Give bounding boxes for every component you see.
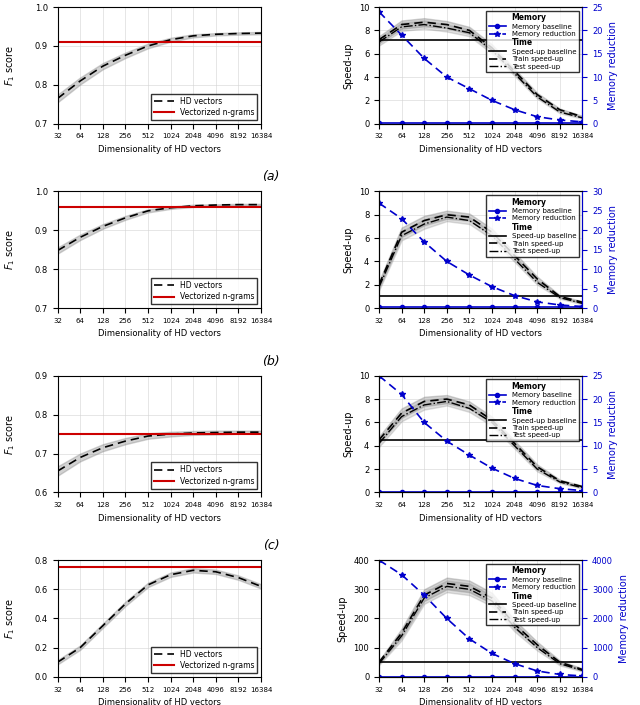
Y-axis label: Speed-up: Speed-up [343,42,353,89]
Text: (b): (b) [262,355,280,368]
Text: (a): (a) [262,171,280,183]
X-axis label: Dimensionality of HD vectors: Dimensionality of HD vectors [419,698,542,705]
X-axis label: Dimensionality of HD vectors: Dimensionality of HD vectors [98,514,221,522]
X-axis label: Dimensionality of HD vectors: Dimensionality of HD vectors [98,698,221,705]
Legend: HD vectors, Vectorized n-grams: HD vectors, Vectorized n-grams [152,94,257,120]
Legend: HD vectors, Vectorized n-grams: HD vectors, Vectorized n-grams [152,646,257,673]
Text: (c): (c) [263,539,280,552]
Legend: Memory, Memory baseline, Memory reduction, Time, Speed-up baseline, Train speed-: Memory, Memory baseline, Memory reductio… [486,195,579,257]
Y-axis label: Speed-up: Speed-up [343,226,353,273]
Y-axis label: Memory reduction: Memory reduction [619,574,629,663]
Y-axis label: Memory reduction: Memory reduction [608,390,618,479]
X-axis label: Dimensionality of HD vectors: Dimensionality of HD vectors [419,514,542,522]
Y-axis label: $F_1$ score: $F_1$ score [3,413,17,455]
Legend: Memory, Memory baseline, Memory reduction, Time, Speed-up baseline, Train speed-: Memory, Memory baseline, Memory reductio… [486,563,579,625]
Legend: HD vectors, Vectorized n-grams: HD vectors, Vectorized n-grams [152,278,257,305]
X-axis label: Dimensionality of HD vectors: Dimensionality of HD vectors [98,145,221,154]
Legend: Memory, Memory baseline, Memory reduction, Time, Speed-up baseline, Train speed-: Memory, Memory baseline, Memory reductio… [486,11,579,73]
X-axis label: Dimensionality of HD vectors: Dimensionality of HD vectors [419,329,542,338]
Y-axis label: $F_1$ score: $F_1$ score [3,44,17,86]
Y-axis label: $F_1$ score: $F_1$ score [3,229,17,271]
Legend: HD vectors, Vectorized n-grams: HD vectors, Vectorized n-grams [152,462,257,489]
Legend: Memory, Memory baseline, Memory reduction, Time, Speed-up baseline, Train speed-: Memory, Memory baseline, Memory reductio… [486,379,579,441]
X-axis label: Dimensionality of HD vectors: Dimensionality of HD vectors [98,329,221,338]
Y-axis label: Speed-up: Speed-up [338,595,348,642]
Y-axis label: $F_1$ score: $F_1$ score [3,598,17,639]
Y-axis label: Speed-up: Speed-up [343,411,353,458]
X-axis label: Dimensionality of HD vectors: Dimensionality of HD vectors [419,145,542,154]
Y-axis label: Memory reduction: Memory reduction [608,205,618,294]
Y-axis label: Memory reduction: Memory reduction [608,21,618,110]
